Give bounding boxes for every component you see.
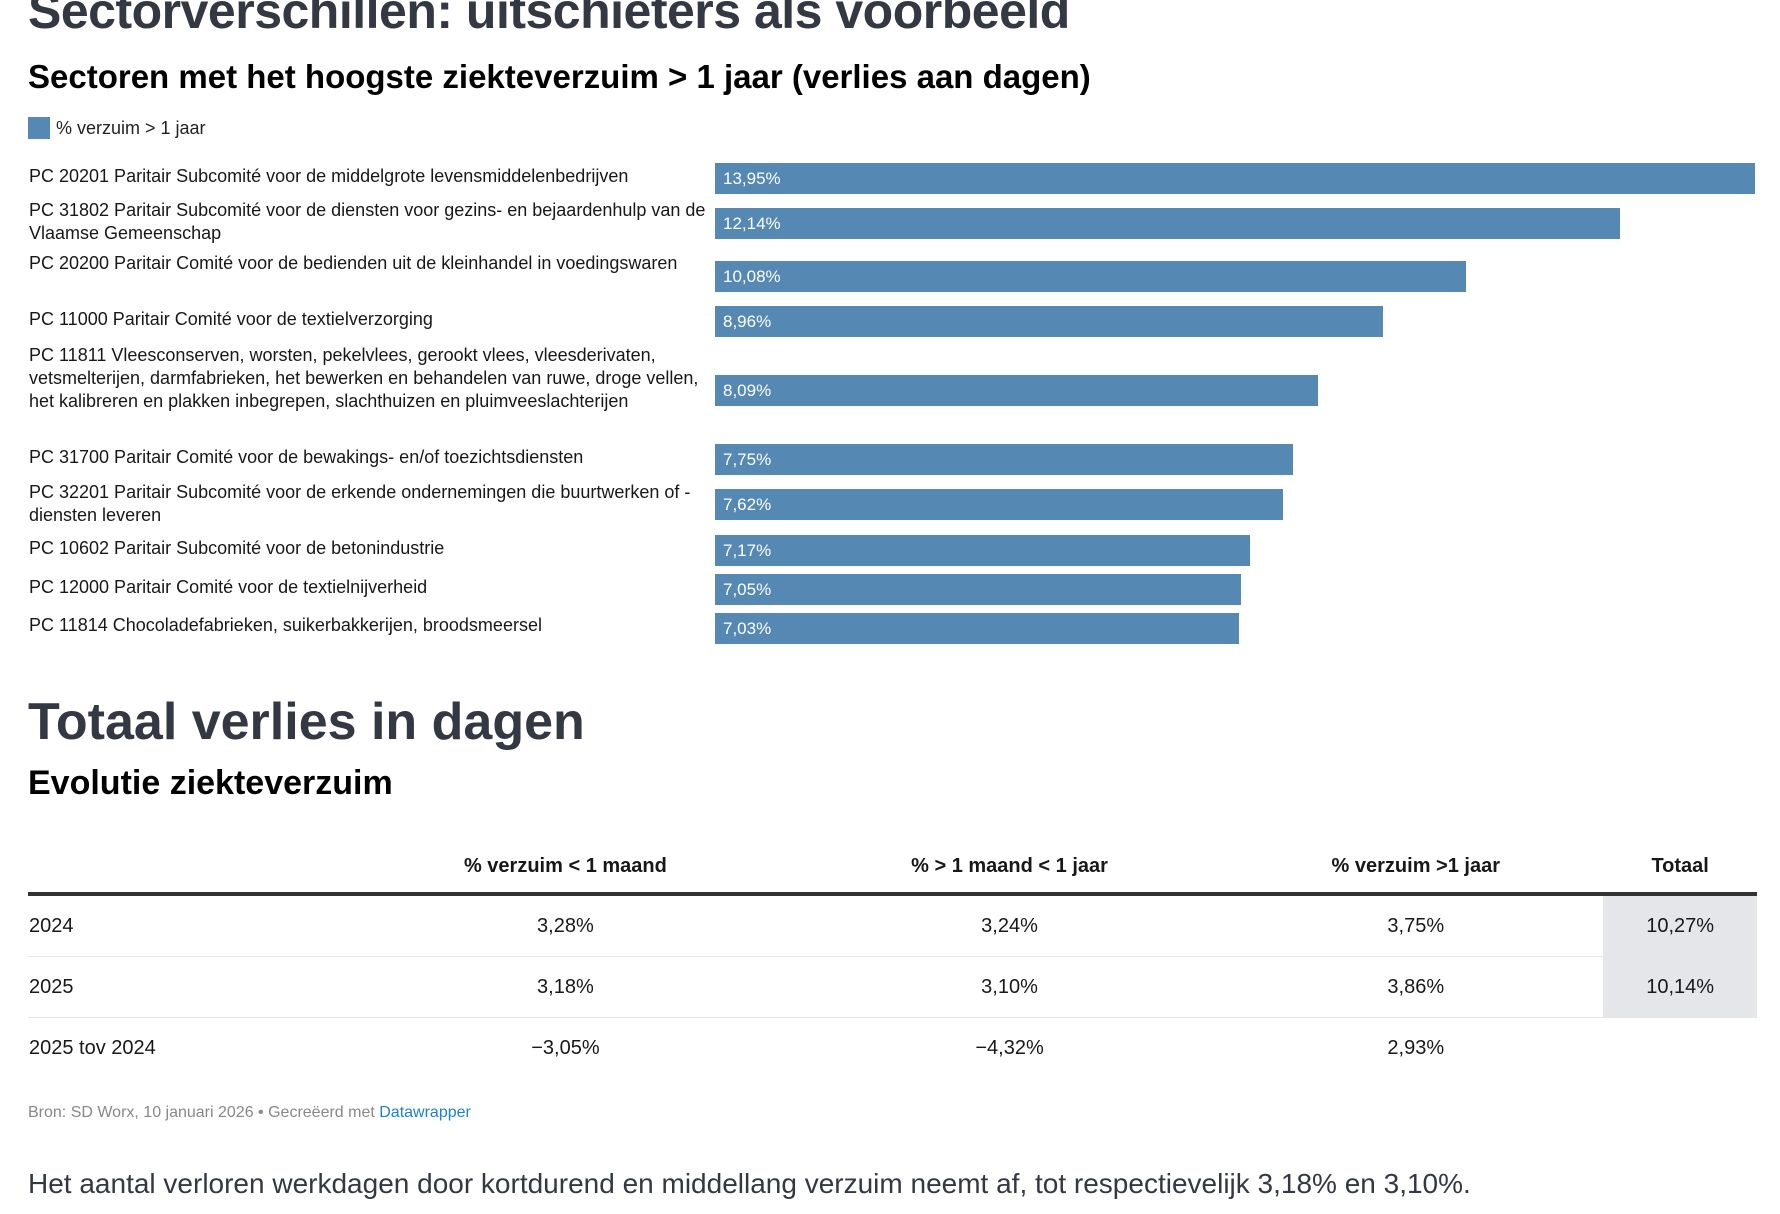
- category-label: PC 31700 Paritair Comité voor de bewakin…: [29, 447, 584, 467]
- bar-value-label: 8,09%: [723, 381, 772, 400]
- category-label: PC 11814 Chocoladefabrieken, suikerbakke…: [29, 615, 542, 635]
- bar: 13,95%: [715, 163, 1755, 194]
- legend-swatch: [28, 117, 50, 139]
- table-row: 2024 3,28% 3,24% 3,75% 10,27%: [28, 894, 1757, 957]
- cell: 2024: [28, 894, 340, 957]
- source-footer: Bron: SD Worx, 10 januari 2026 • Gecreëe…: [28, 1104, 471, 1122]
- bar: 8,09%: [715, 375, 1319, 406]
- cell: 3,86%: [1228, 956, 1604, 1018]
- cell: −3,05%: [531, 1036, 600, 1059]
- header-cell: % > 1 maand < 1 jaar: [790, 840, 1229, 896]
- bar: 7,05%: [715, 574, 1241, 605]
- category-label: PC 12000 Paritair Comité voor de textiel…: [29, 577, 428, 597]
- bar: 8,96%: [715, 306, 1383, 337]
- category-label: PC 20201 Paritair Subcomité voor de midd…: [29, 166, 629, 186]
- legend: % verzuim > 1 jaar: [28, 117, 206, 139]
- bar-value-label: 10,08%: [723, 267, 781, 286]
- header-cell: % verzuim < 1 maand: [340, 840, 791, 896]
- cell: 3,75%: [1228, 894, 1604, 957]
- cell: [1603, 1018, 1757, 1079]
- bar: 7,03%: [715, 613, 1240, 644]
- bar-value-label: 7,05%: [723, 580, 772, 599]
- body-paragraph: Het aantal verloren werkdagen door kortd…: [28, 1168, 1471, 1199]
- bar-value-label: 7,62%: [723, 495, 772, 514]
- bar: 7,17%: [715, 535, 1250, 566]
- cell: 3,10%: [790, 956, 1229, 1018]
- bar-value-label: 8,96%: [723, 312, 772, 331]
- table-row: 2025 3,18% 3,10% 3,86% 10,14%: [28, 956, 1757, 1018]
- cell: 3,28%: [340, 894, 791, 957]
- legend-label: % verzuim > 1 jaar: [56, 117, 206, 138]
- bar: 12,14%: [715, 208, 1621, 239]
- cell-total: 10,14%: [1603, 956, 1757, 1018]
- bar: 7,75%: [715, 444, 1293, 475]
- chart-title: Sectoren met het hoogste ziekteverzuim >…: [28, 58, 1091, 95]
- table-row: 2025 tov 2024 −3,05% −4,32% 2,93%: [28, 1018, 1757, 1079]
- cell: −4,32%: [975, 1036, 1044, 1059]
- header-cell: [28, 840, 340, 896]
- table-header-row: % verzuim < 1 maand % > 1 maand < 1 jaar…: [28, 840, 1757, 896]
- category-label: PC 11000 Paritair Comité voor de textiel…: [29, 309, 433, 329]
- cell: 3,24%: [790, 894, 1229, 957]
- bar-value-label: 7,03%: [723, 619, 772, 638]
- source-text: Bron: SD Worx, 10 januari 2026 • Gecreëe…: [28, 1104, 380, 1121]
- category-label: PC 32201 Paritair Subcomité voor de erke…: [29, 482, 691, 525]
- bar-value-label: 13,95%: [723, 169, 781, 188]
- table-title: Evolutie ziekteverzuim: [28, 764, 393, 802]
- bar-value-label: 7,75%: [723, 450, 772, 469]
- cell: 2025 tov 2024: [29, 1036, 156, 1059]
- evolution-table: % verzuim < 1 maand % > 1 maand < 1 jaar…: [28, 840, 1757, 1078]
- bar: 10,08%: [715, 261, 1467, 292]
- category-label: PC 20200 Paritair Comité voor de bediend…: [29, 253, 678, 273]
- header-cell: Totaal: [1603, 840, 1757, 896]
- bar: 7,62%: [715, 489, 1284, 520]
- table-section-title: Totaal verlies in dagen: [28, 693, 585, 751]
- datawrapper-link[interactable]: Datawrapper: [379, 1104, 471, 1121]
- category-label: PC 10602 Paritair Subcomité voor de beto…: [29, 538, 445, 558]
- cell: 2,93%: [1387, 1036, 1445, 1059]
- cell: 3,18%: [340, 956, 791, 1018]
- bar-value-label: 12,14%: [723, 214, 781, 233]
- header-cell: % verzuim >1 jaar: [1228, 840, 1604, 896]
- cell-total: 10,27%: [1603, 894, 1757, 957]
- category-label: PC 31802 Paritair Subcomité voor de dien…: [29, 200, 706, 243]
- category-label: PC 11811 Vleesconserven, worsten, pekelv…: [29, 345, 699, 411]
- bar-value-label: 7,17%: [723, 541, 772, 560]
- section-title: Sectorverschillen: uitschieters als voor…: [28, 0, 1070, 39]
- cell: 2025: [28, 956, 340, 1018]
